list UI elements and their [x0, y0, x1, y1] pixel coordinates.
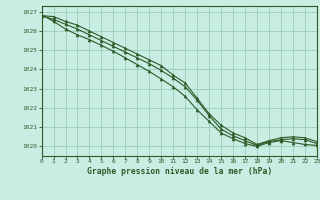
X-axis label: Graphe pression niveau de la mer (hPa): Graphe pression niveau de la mer (hPa) — [87, 167, 272, 176]
